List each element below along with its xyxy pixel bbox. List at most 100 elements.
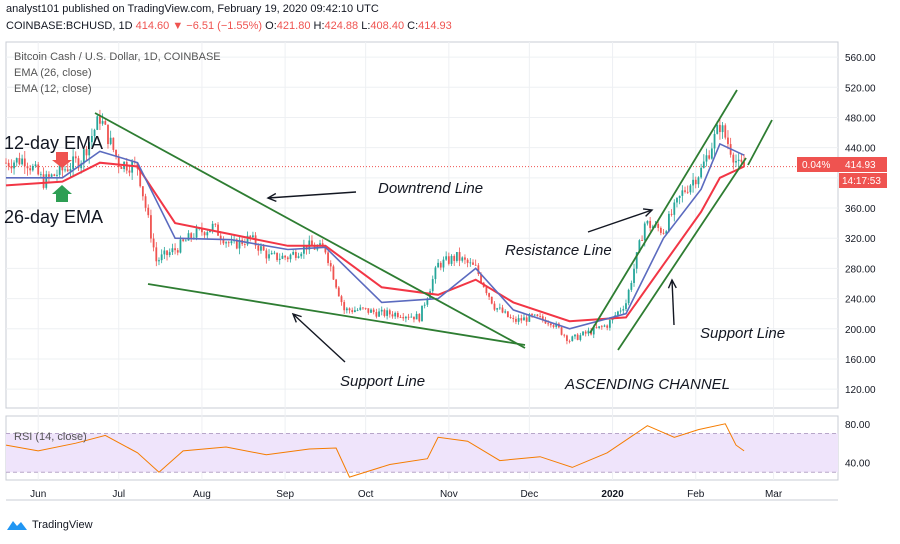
candle-body [160,254,163,261]
candle-body [335,279,338,288]
candle-body [450,255,453,264]
candle-body [77,158,80,169]
candle-body [48,174,50,177]
candle-body [490,296,493,304]
candle-body [649,220,652,228]
annotation-12-day-ema: 12-day EMA [4,133,103,153]
candle-body [713,133,716,149]
candle-body [541,316,544,320]
candle-body [5,162,7,164]
candle-body [528,314,531,322]
candle-body [141,186,144,197]
candle-body [453,255,456,261]
candle-body [520,318,523,321]
y-tick-label: 120.00 [845,385,876,396]
candle-body [464,257,466,260]
candle-body [694,179,697,185]
candle-body [710,148,713,159]
candle-body [93,129,96,137]
candle-body [665,231,668,234]
candle-body [509,317,512,318]
candle-body [657,224,660,228]
candle-body [560,327,563,335]
y-tick-label: 160.00 [845,355,876,366]
candle-body [480,274,482,283]
candle-body [716,124,719,134]
legend-rsi: RSI (14, close) [14,431,87,443]
candle-body [413,316,415,320]
candle-body [152,238,155,248]
candle-body [404,316,407,319]
candle-body [466,259,469,263]
x-tick-label: Sep [276,489,294,500]
candle-body [158,260,160,262]
price-tag-bg [839,157,887,172]
candle-body [305,245,308,250]
ema-12-line [6,142,745,330]
candle-body [735,160,737,163]
candle-body [506,311,509,318]
candle-body [641,240,643,242]
candle-body [286,257,289,260]
candle-body [705,155,708,162]
candle-body [206,232,209,236]
symbol-ohlc-line: COINBASE:BCHUSD, 1D 414.60 ▼ −6.51 (−1.5… [6,20,452,32]
candle-body [743,161,745,167]
candle-body [13,162,15,169]
candle-body [18,158,21,165]
candle-body [209,230,211,233]
candle-body [635,252,638,269]
candle-body [592,327,595,335]
candle-body [131,161,134,173]
candle-body [673,202,676,215]
candle-body [82,149,85,164]
y-tick-label: 360.00 [845,204,876,215]
candle-body [515,318,517,322]
ema-26-line [5,161,745,323]
candle-body [184,240,187,242]
x-tick-label: 2020 [601,489,624,500]
candle-body [201,228,203,233]
candle-body [128,170,131,173]
candle-body [39,174,42,176]
candle-body [29,168,32,171]
candle-body [359,307,362,310]
arrow-to-downtrend-head [266,192,277,203]
candle-body [587,330,590,334]
candle-body [651,226,654,228]
candle-body [294,252,297,258]
candle-body [643,223,646,241]
candle-body [23,158,26,167]
candle-body [190,233,193,238]
candle-body [472,262,474,265]
rsi-band-fill [6,433,838,473]
candle-body [329,263,332,267]
footer-brand[interactable]: TradingView [32,519,93,531]
arrow-to-channel-support-head [667,278,677,289]
candle-body [598,326,601,328]
pct-tag: 0.04% [802,160,830,171]
candle-body [437,262,440,268]
candle-body [391,314,394,317]
candle-body [187,233,190,241]
candle-body [455,252,458,261]
arrow-to-resistance-head [642,208,654,217]
candle-body [617,311,619,316]
candle-body [681,190,684,196]
candle-body [345,308,348,311]
candle-body [115,149,117,157]
candle-body [64,169,66,171]
candle-body [214,223,217,225]
candle-body [42,174,45,188]
candle-body [117,156,120,168]
candle-body [603,325,606,327]
candle-body [34,164,37,166]
rsi-tick-label: 40.00 [845,459,870,470]
candle-body [539,316,541,317]
candle-body [445,256,448,260]
arrow-to-support-left [292,313,346,363]
tradingview-logo-icon[interactable] [6,518,28,532]
candle-body [536,314,539,317]
candle-body [222,239,225,244]
